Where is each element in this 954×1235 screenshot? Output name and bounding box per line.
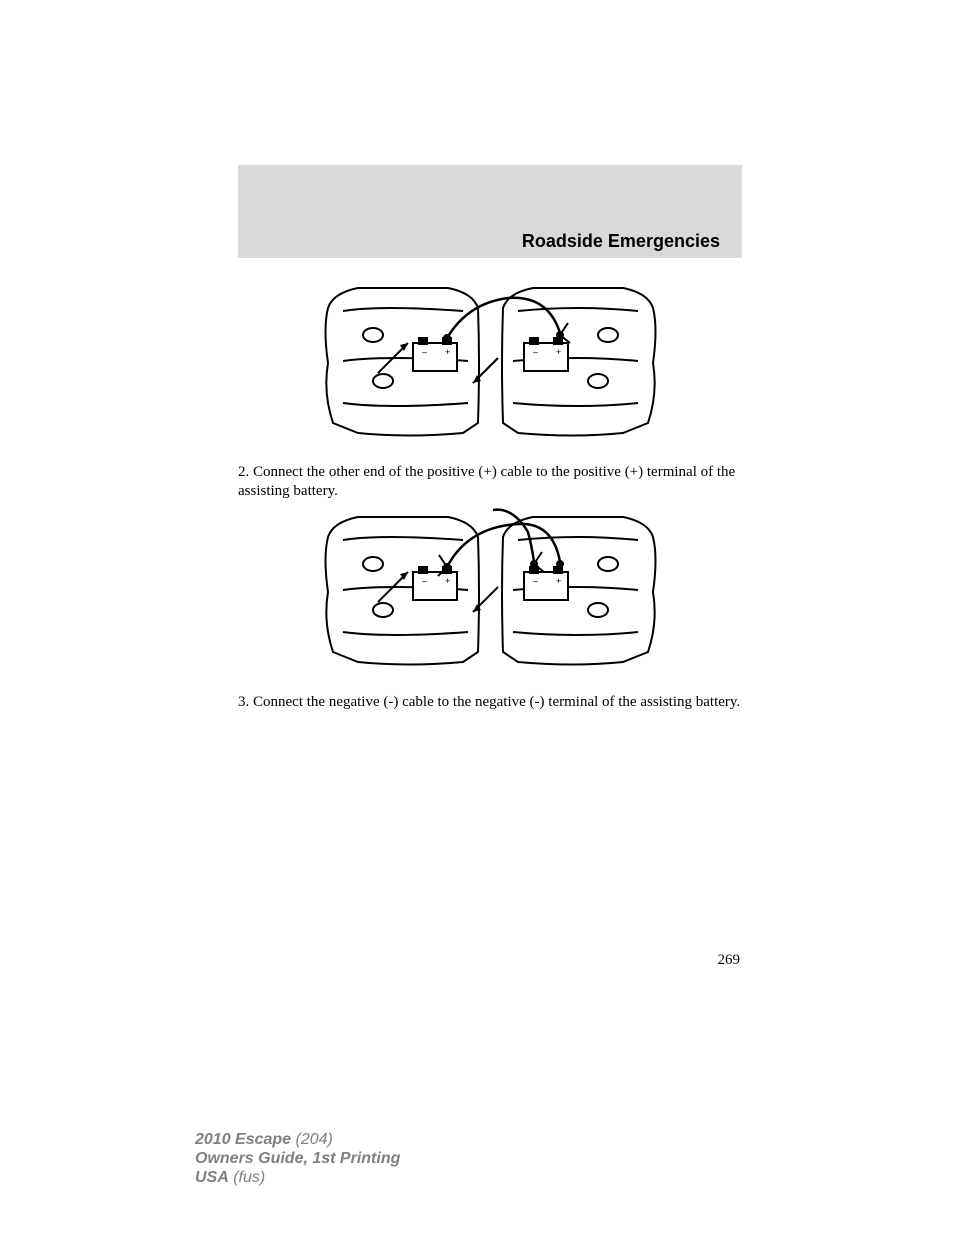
- battery-minus-label: –: [422, 576, 427, 586]
- footer-region-code: (fus): [229, 1169, 265, 1186]
- header-bar: Roadside Emergencies: [238, 165, 742, 258]
- step-3-caption: 3. Connect the negative (-) cable to the…: [238, 693, 742, 712]
- step-2-caption: 2. Connect the other end of the positive…: [238, 463, 742, 501]
- footer-line-3: USA (fus): [195, 1168, 400, 1187]
- battery-minus-label: –: [533, 576, 538, 586]
- battery-minus-label: –: [533, 347, 538, 357]
- footer-line-1: 2010 Escape (204): [195, 1130, 400, 1149]
- page-number: 269: [718, 952, 741, 969]
- footer-model: 2010 Escape: [195, 1131, 291, 1148]
- battery-plus-label: +: [556, 576, 561, 586]
- jump-start-diagram-step3: – + – +: [318, 502, 663, 672]
- section-title: Roadside Emergencies: [522, 231, 720, 252]
- jump-start-diagram-step2: – + – +: [318, 273, 663, 443]
- footer-model-code: (204): [291, 1131, 333, 1148]
- battery-plus-label: +: [445, 347, 450, 357]
- battery-minus-label: –: [422, 347, 427, 357]
- battery-plus-label: +: [445, 576, 450, 586]
- battery-plus-label: +: [556, 347, 561, 357]
- footer: 2010 Escape (204) Owners Guide, 1st Prin…: [195, 1130, 400, 1188]
- footer-region: USA: [195, 1169, 229, 1186]
- footer-line-2: Owners Guide, 1st Printing: [195, 1149, 400, 1168]
